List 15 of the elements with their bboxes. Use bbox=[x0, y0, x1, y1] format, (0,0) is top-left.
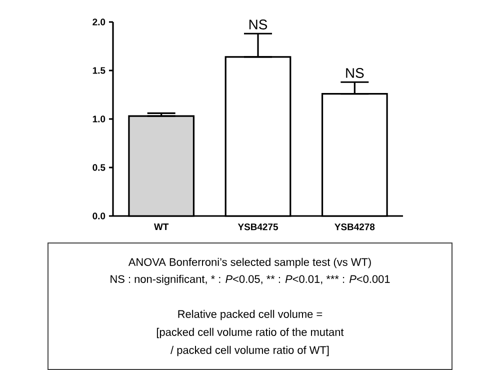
text: Relative packed cell volume = bbox=[178, 310, 322, 320]
x-tick-label: YSB4278 bbox=[334, 224, 375, 230]
y-tick-label: 2.0 bbox=[92, 18, 106, 26]
y-tick-label: 0.5 bbox=[92, 164, 106, 171]
x-tick-label: YSB4275 bbox=[238, 224, 278, 230]
x-tick-label: WT bbox=[154, 224, 169, 230]
annotation: NS bbox=[346, 68, 364, 78]
text: [packed cell volume ratio of the mutant bbox=[156, 328, 344, 338]
text: / packed cell volume ratio of WT] bbox=[170, 346, 329, 356]
annotation: NS bbox=[249, 20, 268, 30]
text: NS : non-significant, * : P<0.05, ** : P<0.01, *** : P<0.001 bbox=[110, 274, 390, 286]
y-tick-label: 1.5 bbox=[92, 67, 106, 74]
y-tick-label: 0.0 bbox=[92, 212, 106, 220]
text: ANOVA Bonferroni’s selected sample test (vs WT) bbox=[128, 258, 371, 268]
y-tick-label: 1.0 bbox=[92, 116, 106, 122]
